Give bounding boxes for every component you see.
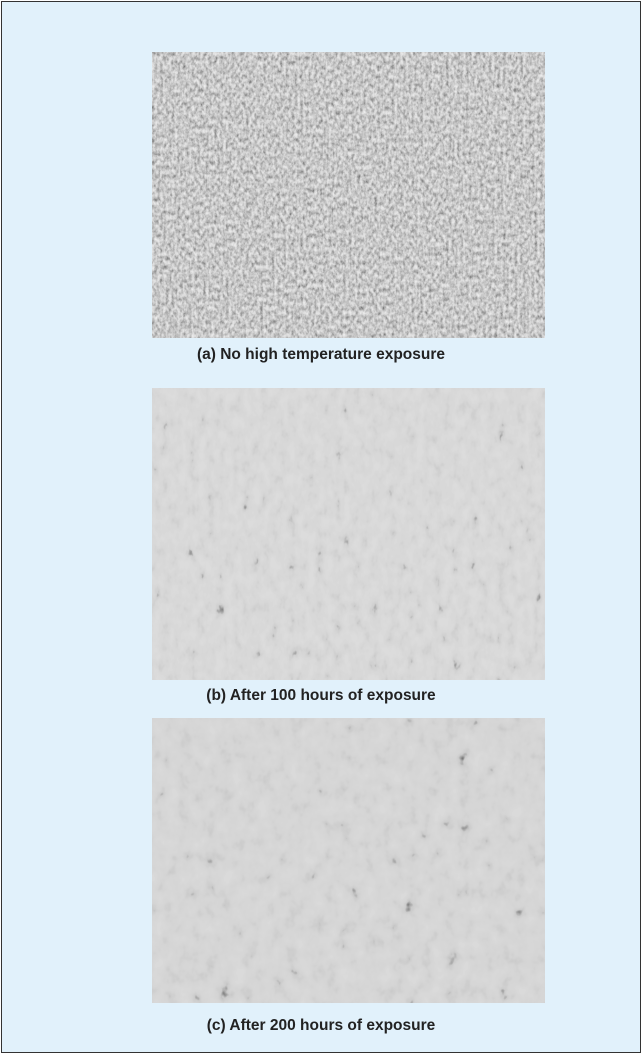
- micrograph-b: [152, 388, 545, 680]
- page: (a) No high temperature exposure (b) Aft…: [0, 0, 642, 1046]
- micrograph-texture: [152, 718, 545, 1003]
- caption: (c) After 200 hours of exposure: [0, 1017, 642, 1035]
- micrograph-texture: [152, 52, 545, 338]
- caption: (a) No high temperature exposure: [0, 346, 642, 364]
- caption: (b) After 100 hours of exposure: [0, 687, 642, 705]
- micrograph-texture: [152, 388, 545, 680]
- micrograph-a: [152, 52, 545, 338]
- micrograph-c: [152, 718, 545, 1003]
